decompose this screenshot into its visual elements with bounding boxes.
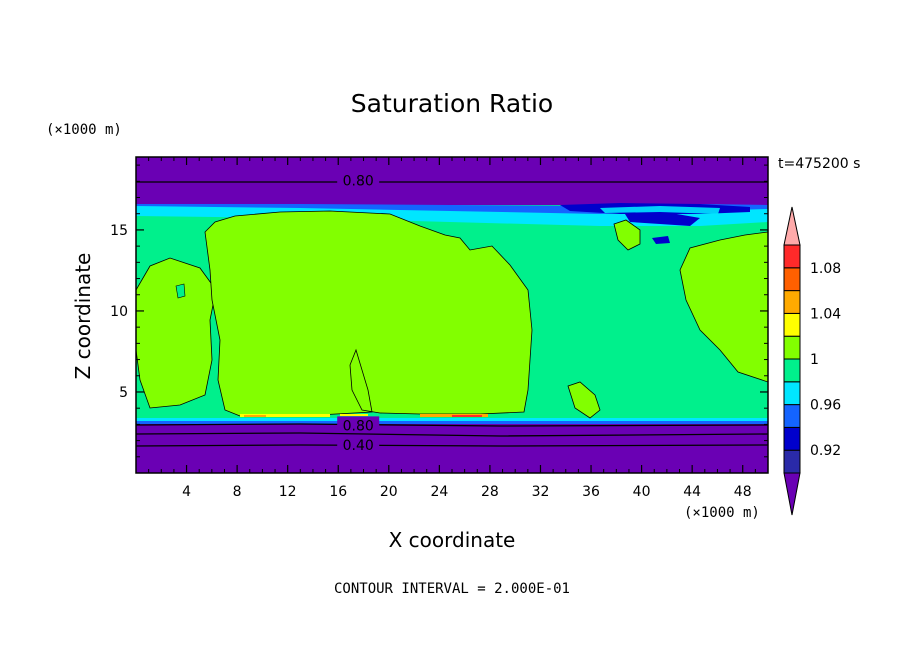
x-axis-ticks: 4 8 12 16 20 24 28 32 36 40 44 48	[148, 157, 756, 500]
x-tick-label: 36	[582, 484, 600, 500]
x-tick-label: 20	[380, 484, 398, 500]
colorbar-segment	[783, 449, 801, 474]
upper-dry-band	[136, 157, 768, 205]
x-tick-label: 4	[182, 484, 191, 500]
dark-blue-patch-3	[652, 236, 670, 244]
x-tick-label: 44	[683, 484, 701, 500]
cyan-wisp	[600, 206, 720, 214]
contour-line-lower-1	[136, 423, 768, 427]
chart-title: Saturation Ratio	[351, 89, 553, 118]
colorbar-segment	[783, 312, 801, 337]
colorbar-tick-label: 0.92	[810, 443, 841, 459]
contour-label: 0.80	[343, 174, 374, 190]
colorbar-segment	[783, 358, 801, 383]
colorbar-tick-label: 1	[810, 352, 819, 368]
colorbar-segment	[783, 267, 801, 292]
colorbar: 0.92 0.96 1 1.04 1.08	[783, 206, 841, 516]
x-axis-label: X coordinate	[389, 528, 516, 552]
y-axis-ticks: 5 10 15	[110, 164, 768, 458]
x-tick-label: 32	[532, 484, 550, 500]
y-axis-label: Z coordinate	[71, 253, 95, 380]
x-tick-label: 48	[734, 484, 752, 500]
colorbar-over-triangle	[783, 206, 801, 246]
colorbar-tick-label: 1.08	[810, 261, 841, 277]
y-scale-label: (×1000 m)	[46, 122, 122, 138]
green-region-right	[679, 231, 768, 383]
lower-dry-band	[136, 420, 768, 473]
contour-label: 0.40	[343, 438, 374, 454]
contour-label-bg	[337, 435, 380, 451]
x-tick-label: 28	[481, 484, 499, 500]
colorbar-segment	[783, 335, 801, 360]
colorbar-segment	[783, 244, 801, 269]
x-scale-label: (×1000 m)	[684, 505, 760, 521]
y-tick-label: 15	[110, 223, 128, 239]
green-patch-small	[175, 283, 186, 299]
colorbar-under-triangle	[783, 472, 801, 516]
warm-spot-3	[240, 414, 330, 417]
colorbar-tick-label: 0.96	[810, 398, 841, 414]
x-tick-label: 24	[430, 484, 448, 500]
contour-label-bg	[337, 171, 380, 187]
y-tick-label: 10	[110, 304, 128, 320]
colorbar-segment	[783, 290, 801, 314]
warm-spot-2	[452, 415, 482, 417]
colorbar-segment	[783, 426, 801, 451]
contour-line-lower-2	[136, 432, 768, 437]
warm-spot-4	[244, 415, 266, 417]
contour-label: 0.80	[343, 418, 374, 434]
time-label: t=475200 s	[778, 156, 860, 172]
x-tick-label: 12	[279, 484, 297, 500]
contour-labels: 0.80 0.80 0.40	[337, 171, 380, 454]
lower-transition-cyan	[136, 418, 768, 422]
contour-label-bg	[337, 416, 380, 432]
x-tick-label: 8	[233, 484, 242, 500]
x-tick-label: 16	[329, 484, 347, 500]
lower-transition-blue	[136, 421, 768, 424]
warm-spot-5	[340, 414, 368, 416]
green-region-left	[136, 257, 217, 409]
footer-contour-interval: CONTOUR INTERVAL = 2.000E-01	[334, 581, 570, 597]
dark-blue-patch-2	[625, 212, 700, 226]
contour-line-lower-3	[136, 444, 768, 447]
transition-band-cyan	[136, 206, 768, 226]
green-patch-lower	[567, 381, 601, 419]
x-tick-label: 40	[633, 484, 651, 500]
colorbar-segment	[783, 404, 801, 428]
y-tick-label: 5	[119, 385, 128, 401]
colorbar-segment	[783, 381, 801, 406]
green-patch-upper	[613, 219, 641, 251]
colorbar-tick-label: 1.04	[810, 306, 841, 322]
plot-area	[136, 157, 768, 473]
